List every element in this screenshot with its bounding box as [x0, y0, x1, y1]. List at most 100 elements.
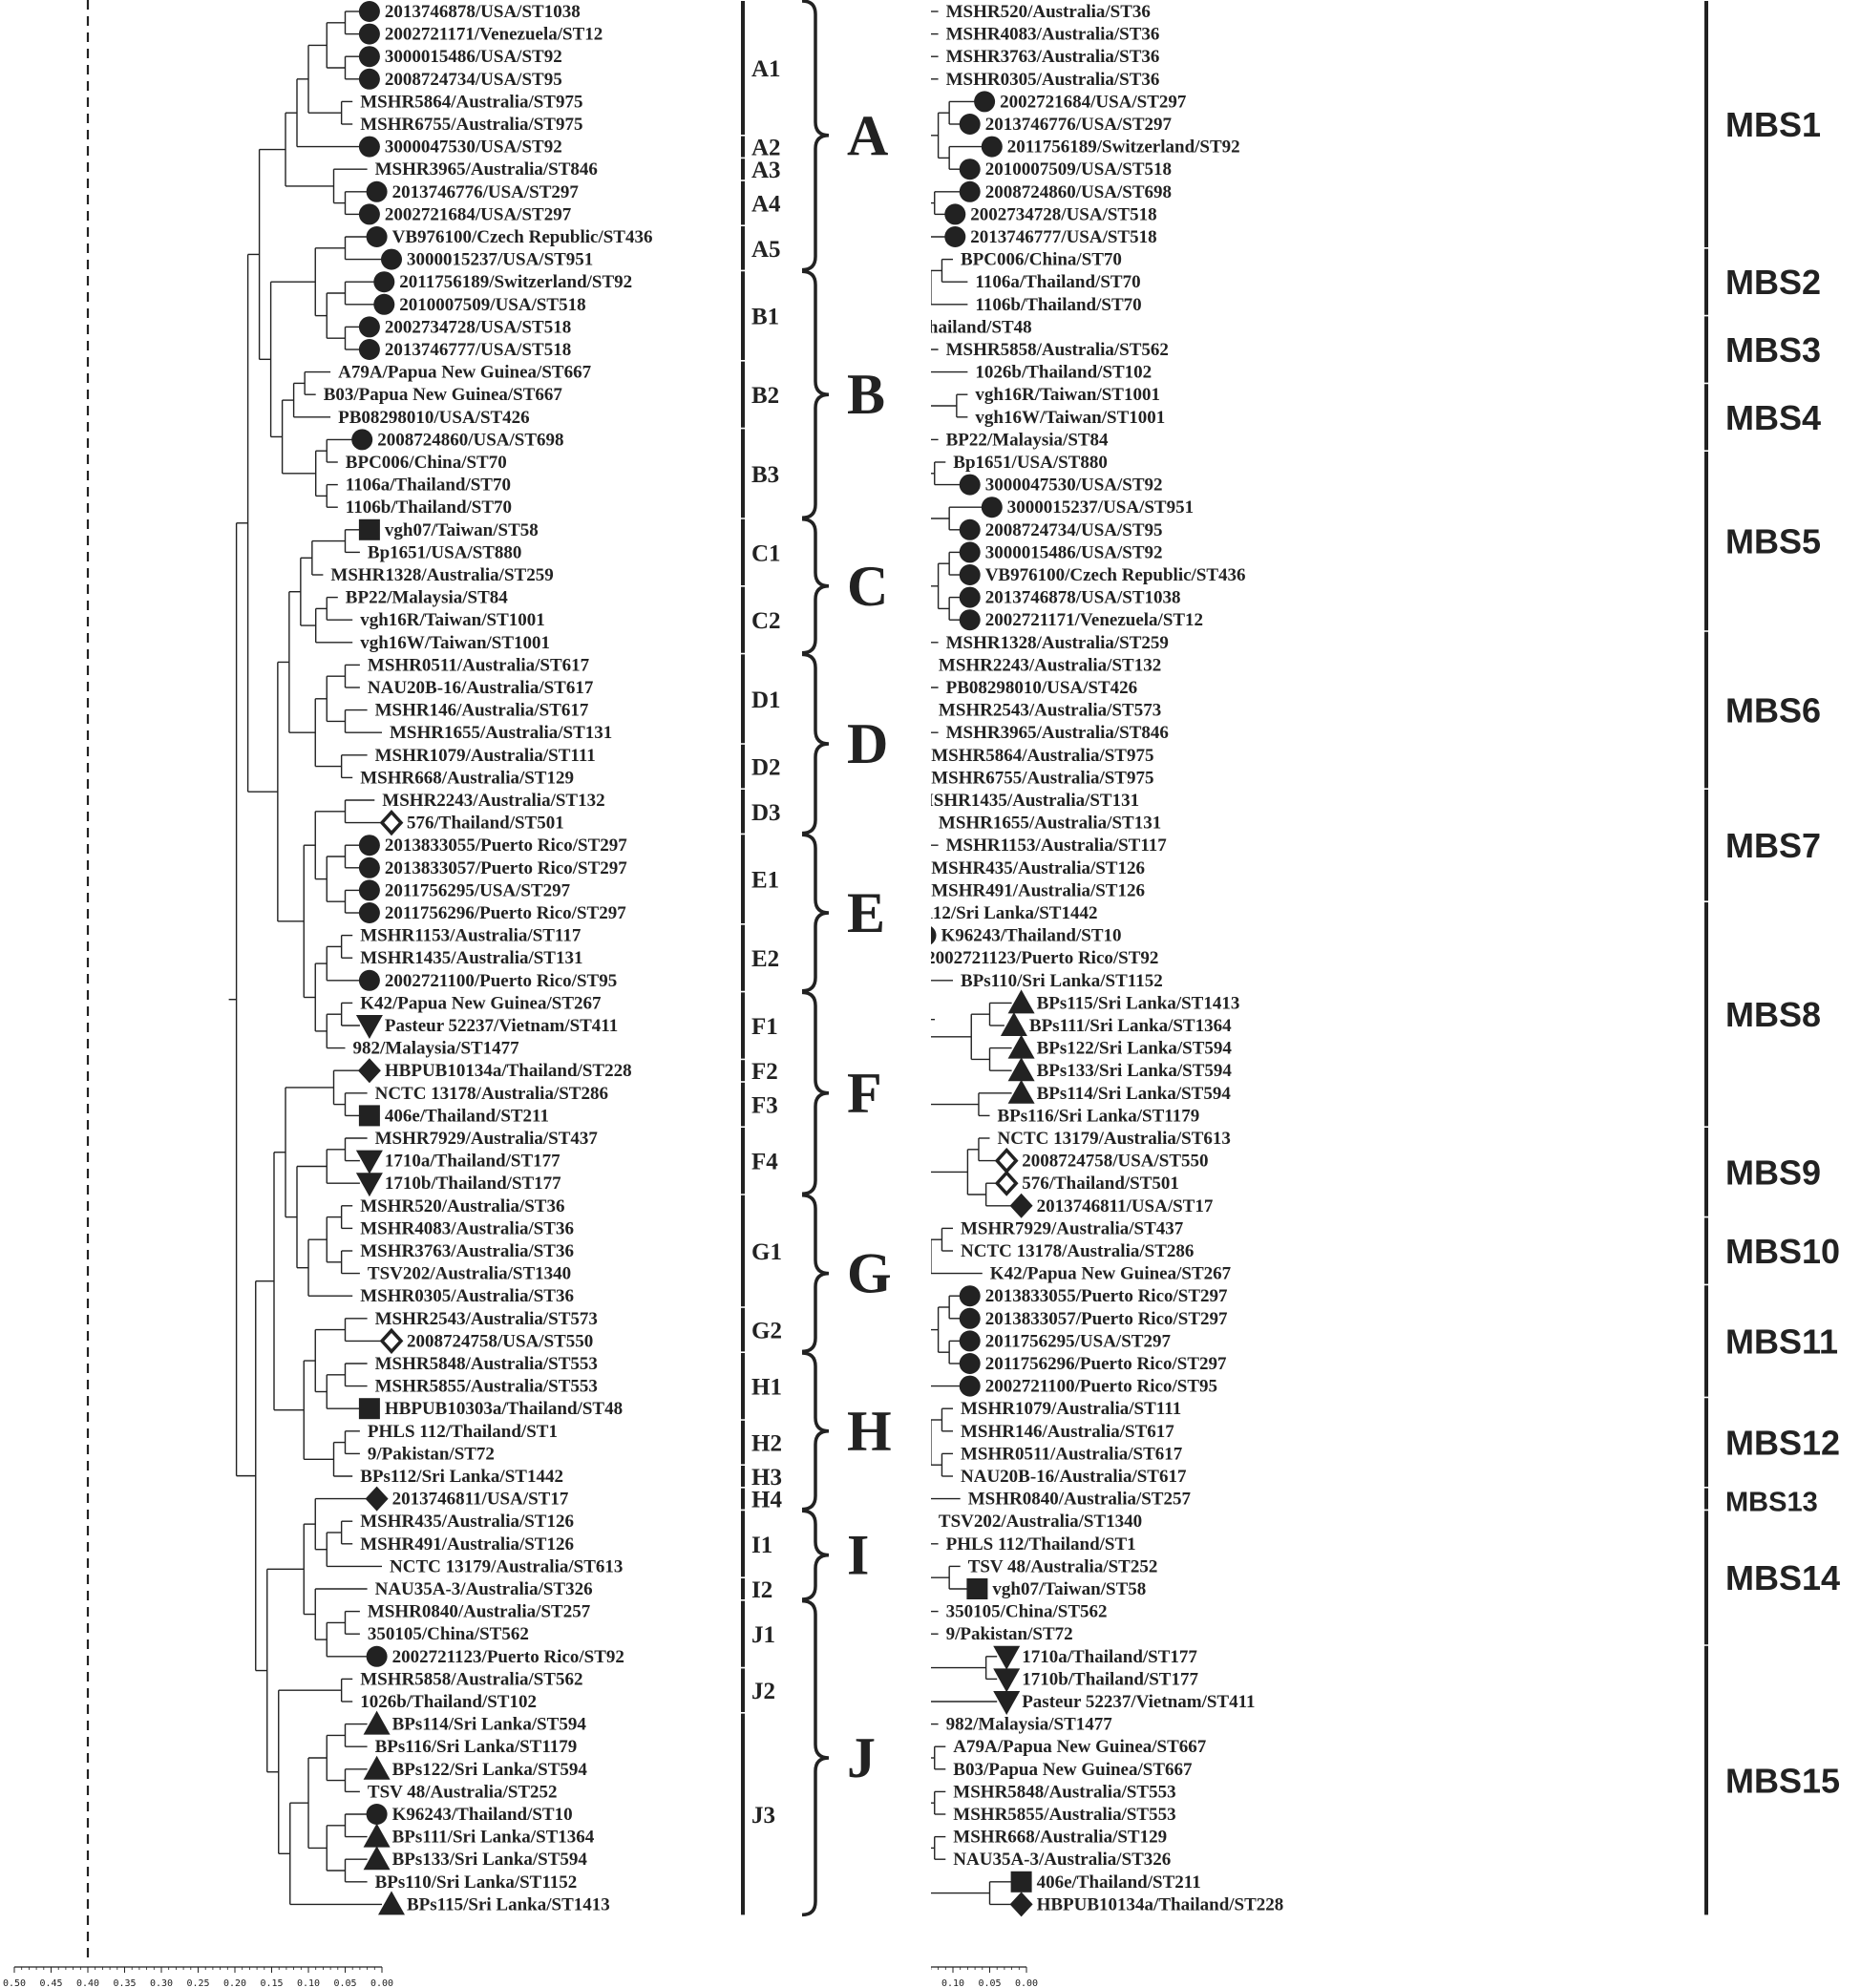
- leaf-2002734728-usa-st518-label: 2002734728/USA/ST518: [385, 317, 571, 337]
- leaf-2011756189-switzerland-st92-circle-marker: [981, 136, 1003, 158]
- leaf-1106b-thailand-st70-label: 1106b/Thailand/ST70: [975, 295, 1141, 315]
- leaf-2013746878-usa-st1038-circle-marker: [959, 586, 981, 608]
- leaf-2013746878-usa-st1038-label: 2013746878/USA/ST1038: [985, 588, 1181, 608]
- leaf-2013746878-usa-st1038-label: 2013746878/USA/ST1038: [385, 2, 581, 22]
- leaf-2002721100-puerto-rico-st95-label: 2002721100/Puerto Rico/ST95: [385, 971, 617, 991]
- leaf-2010007509-usa-st518-label: 2010007509/USA/ST518: [399, 295, 585, 315]
- leaf-mshr7929-australia-st437-label: MSHR7929/Australia/ST437: [375, 1129, 599, 1149]
- leaf-phls-112-thailand-st1-label: PHLS 112/Thailand/ST1: [946, 1534, 1136, 1554]
- leaf-bps115-sri-lanka-st1413-label: BPs115/Sri Lanka/ST1413: [1037, 993, 1240, 1013]
- subclade-label-H3: H3: [751, 1465, 782, 1491]
- leaf-mshr146-australia-st617-label: MSHR146/Australia/ST617: [961, 1422, 1174, 1442]
- leaf-2008724758-usa-st550-label: 2008724758/USA/ST550: [1022, 1152, 1208, 1172]
- subclade-label-A4: A4: [751, 192, 781, 218]
- subclade-label-A2: A2: [751, 136, 781, 161]
- leaf-3000015237-usa-st951-label: 3000015237/USA/ST951: [1007, 497, 1194, 518]
- subclade-label-I1: I1: [751, 1533, 772, 1558]
- leaf-bps114-sri-lanka-st594-triangle-up-marker: [363, 1710, 391, 1735]
- leaf-3000015486-usa-st92-circle-marker: [959, 541, 981, 563]
- leaf-tsv-48-australia-st252-label: TSV 48/Australia/ST252: [968, 1556, 1158, 1576]
- leaf-nau20b-16-australia-st617-label: NAU20B-16/Australia/ST617: [368, 678, 594, 698]
- leaf-2013833057-puerto-rico-st297-label: 2013833057/Puerto Rico/ST297: [985, 1309, 1228, 1329]
- mbs-label-MBS5: MBS5: [1725, 522, 1821, 561]
- leaf-nctc-13178-australia-st286-label: NCTC 13178/Australia/ST286: [375, 1084, 608, 1104]
- leaf-576-thailand-st501-label: 576/Thailand/ST501: [1022, 1174, 1179, 1194]
- leaf-1710a-thailand-st177-triangle-down-marker: [355, 1150, 383, 1174]
- leaf-1710b-thailand-st177-label: 1710b/Thailand/ST177: [385, 1174, 561, 1194]
- leaf-mshr5855-australia-st553-label: MSHR5855/Australia/ST553: [953, 1805, 1175, 1825]
- leaf-bps111-sri-lanka-st1364-triangle-up-marker: [363, 1823, 391, 1848]
- leaf-pasteur-52237-vietnam-st411-triangle-down-marker: [355, 1015, 383, 1039]
- leaf-3000015486-usa-st92-label: 3000015486/USA/ST92: [385, 47, 562, 67]
- distance-axis: 0.50 0.45 0.40 0.35 0.30 0.25 0.20 0.15 0.10 0.05…: [3, 1966, 393, 1988]
- leaf-bp1651-usa-st880-label: Bp1651/USA/ST880: [953, 453, 1108, 473]
- leaf-2010007509-usa-st518-circle-marker: [959, 159, 981, 180]
- leaf-2013833055-puerto-rico-st297-label: 2013833055/Puerto Rico/ST297: [985, 1286, 1228, 1306]
- leaf-2002721171-venezuela-st12-label: 2002721171/Venezuela/ST12: [985, 610, 1203, 630]
- leaf-1106a-thailand-st70-label: 1106a/Thailand/ST70: [346, 476, 511, 496]
- leaf-2011756295-usa-st297-circle-marker: [358, 879, 380, 901]
- leaf-2002721123-puerto-rico-st92-label: 2002721123/Puerto Rico/ST92: [931, 948, 1158, 968]
- leaf-bps133-sri-lanka-st594-label: BPs133/Sri Lanka/ST594: [392, 1850, 588, 1870]
- leaf-pasteur-52237-vietnam-st411-label: Pasteur 52237/Vietnam/ST411: [1022, 1692, 1255, 1712]
- clade-label-E: E: [847, 881, 885, 944]
- leaf-bpc006-china-st70-label: BPC006/China/ST70: [961, 250, 1122, 270]
- leaf-pb08298010-usa-st426-label: PB08298010/USA/ST426: [946, 678, 1138, 698]
- leaf-nctc-13178-australia-st286-label: NCTC 13178/Australia/ST286: [961, 1241, 1194, 1261]
- leaf-tsv-48-australia-st252-label: TSV 48/Australia/ST252: [368, 1782, 558, 1802]
- leaf-2013833055-puerto-rico-st297-circle-marker: [959, 1285, 981, 1307]
- leaf-mshr491-australia-st126-label: MSHR491/Australia/ST126: [931, 880, 1145, 900]
- leaf-pb08298010-usa-st426-label: PB08298010/USA/ST426: [338, 408, 530, 428]
- leaf-2008724758-usa-st550-diamond-open-marker: [379, 1327, 404, 1355]
- clade-brace-A: [801, 0, 830, 272]
- leaf-mshr4083-australia-st36-label: MSHR4083/Australia/ST36: [946, 25, 1160, 45]
- clade-brace-B: [801, 269, 830, 519]
- leaf-mshr1655-australia-st131-label: MSHR1655/Australia/ST131: [390, 723, 612, 743]
- leaf-2008724734-usa-st95-circle-marker: [358, 68, 380, 90]
- leaf-hbpub10303a-thailand-st48-label: HBPUB10303a/Thailand/ST48: [385, 1399, 623, 1419]
- isolate-markers: [931, 91, 1035, 1917]
- leaf-vb976100-czech-republic-st436-circle-marker: [366, 226, 388, 247]
- leaf-nctc-13179-australia-st613-label: NCTC 13179/Australia/ST613: [998, 1129, 1231, 1149]
- leaf-2011756296-puerto-rico-st297-circle-marker: [959, 1353, 981, 1374]
- leaf-nau20b-16-australia-st617-label: NAU20B-16/Australia/ST617: [961, 1467, 1187, 1487]
- leaf-mshr2543-australia-st573-label: MSHR2543/Australia/ST573: [939, 701, 1161, 721]
- clade-annotations: A B C D E F G HI J: [801, 0, 892, 1917]
- leaf-2008724758-usa-st550-diamond-open-marker: [994, 1147, 1019, 1174]
- leaf-hbpub10303a-thailand-st48-square-marker: [358, 1398, 380, 1420]
- clade-brace-G: [801, 1194, 830, 1354]
- mbs-label-MBS7: MBS7: [1725, 826, 1821, 865]
- leaf-bps122-sri-lanka-st594-triangle-up-marker: [363, 1755, 391, 1780]
- axis-tick-label: 0.10: [297, 1978, 320, 1988]
- leaf-1106b-thailand-st70-label: 1106b/Thailand/ST70: [346, 497, 512, 518]
- leaf-vb976100-czech-republic-st436-label: VB976100/Czech Republic/ST436: [985, 565, 1246, 585]
- leaf-2002721171-venezuela-st12-label: 2002721171/Venezuela/ST12: [385, 25, 603, 45]
- mbs-label-MBS9: MBS9: [1725, 1153, 1821, 1192]
- leaf-mshr4083-australia-st36-label: MSHR4083/Australia/ST36: [360, 1218, 574, 1238]
- leaf-k96243-thailand-st10-circle-marker: [366, 1804, 388, 1825]
- leaf-2013746777-usa-st518-circle-marker: [358, 339, 380, 360]
- leaf-1710a-thailand-st177-triangle-down-marker: [993, 1645, 1021, 1670]
- leaf-1710b-thailand-st177-triangle-down-marker: [355, 1173, 383, 1197]
- leaf-bp22-malaysia-st84-label: BP22/Malaysia/ST84: [946, 430, 1109, 450]
- leaf-mshr668-australia-st129-label: MSHR668/Australia/ST129: [953, 1828, 1167, 1848]
- leaf-hbpub10134a-thailand-st228-label: HBPUB10134a/Thailand/ST228: [1037, 1894, 1284, 1914]
- leaf-2008724734-usa-st95-label: 2008724734/USA/ST95: [385, 70, 562, 90]
- leaf-2002734728-usa-st518-circle-marker: [944, 203, 966, 225]
- leaf-1026b-thailand-st102-label: 1026b/Thailand/ST102: [975, 363, 1152, 383]
- clade-label-J: J: [847, 1726, 876, 1789]
- clade-label-F: F: [847, 1062, 882, 1125]
- leaf-mshr7929-australia-st437-label: MSHR7929/Australia/ST437: [961, 1218, 1184, 1238]
- mbs-label-MBS14: MBS14: [1725, 1558, 1840, 1597]
- leaf-9-pakistan-st72-label: 9/Pakistan/ST72: [946, 1624, 1073, 1644]
- leaf-mshr1435-australia-st131-label: MSHR1435/Australia/ST131: [360, 948, 582, 968]
- right-dendrogram-panel: MSHR520/Australia/ST36 MSHR4083/Australia…: [931, 0, 1861, 1988]
- leaf-mshr2243-australia-st132-label: MSHR2243/Australia/ST132: [939, 655, 1161, 675]
- subclade-label-J1: J1: [751, 1622, 775, 1648]
- leaf-vgh16w-taiwan-st1001-label: vgh16W/Taiwan/ST1001: [975, 408, 1165, 428]
- leaf-2013833057-puerto-rico-st297-circle-marker: [959, 1307, 981, 1329]
- leaf-mshr5848-australia-st553-label: MSHR5848/Australia/ST553: [953, 1782, 1175, 1802]
- isolate-markers: [351, 1, 405, 1915]
- leaf-3000047530-usa-st92-label: 3000047530/USA/ST92: [985, 476, 1163, 496]
- leaf-bps122-sri-lanka-st594-triangle-up-marker: [1007, 1034, 1035, 1059]
